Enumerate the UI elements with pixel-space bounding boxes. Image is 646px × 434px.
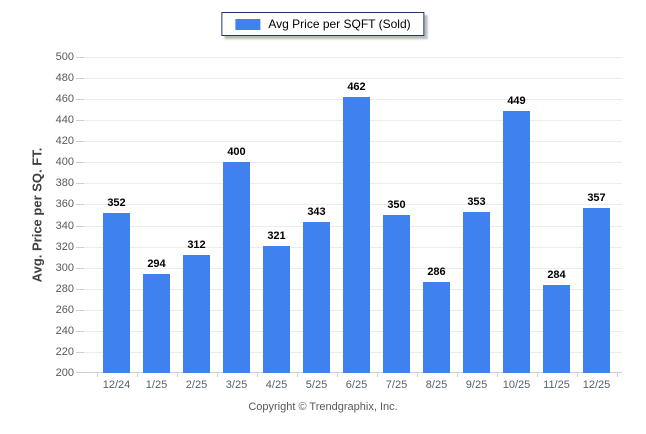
y-axis-tick [76,99,84,101]
x-axis-tick [376,373,378,377]
bar-8/25 [423,282,450,373]
bar-7/25 [383,215,410,373]
bar-12/25 [583,207,610,373]
x-axis-category-label: 7/25 [385,379,408,391]
y-axis-tick-label: 460 [55,93,74,106]
y-axis-tick-label: 420 [55,135,74,148]
bar-value-label: 284 [547,268,566,281]
bar-value-label: 350 [387,199,406,211]
y-axis-tick-label: 360 [55,198,74,211]
y-axis-tick-label: 240 [55,324,74,337]
x-axis-category-label: 3/25 [225,379,248,391]
y-axis-tick [76,162,84,164]
x-axis-category-label: 12/24 [102,379,131,391]
y-axis-tick [76,204,84,206]
plot-area: 200 220 240 260 280 300 320 340 360 380 400 420 440 4… [56,51,622,391]
x-axis-category-label: 12/25 [582,379,611,391]
x-axis-tick [456,373,458,377]
x-axis-tick [416,373,418,377]
x-axis-tick [616,373,618,377]
bar-value-label: 294 [147,257,166,270]
y-axis-tick [76,330,84,332]
x-axis-tick [216,373,218,377]
x-axis-category-label: 1/25 [145,379,168,391]
copyright-text: Copyright © Trendgraphix, Inc. [248,401,398,413]
y-axis-tick-label: 440 [55,114,74,127]
y-axis-tick [76,351,84,353]
bar-1/25 [143,273,170,373]
y-axis-tick-label: 320 [55,240,74,253]
bar-value-label: 312 [187,239,206,252]
legend-label: Avg Price per SQFT (Sold) [268,17,411,31]
x-axis-tick [536,373,538,377]
y-axis-tick [76,120,84,122]
bar-10/25 [503,110,530,373]
y-axis-tick [76,246,84,248]
y-axis-tick-label: 260 [55,303,74,316]
bar-12/24 [103,212,130,373]
bar-value-label: 449 [507,94,526,107]
bar-value-label: 321 [267,229,286,242]
bar-value-label: 400 [227,146,246,159]
x-axis-tick [496,373,498,377]
bar-value-label: 343 [307,206,326,219]
bar-4/25 [263,245,290,373]
y-axis-tick [76,372,84,373]
bar-value-label: 352 [107,196,126,209]
x-axis-category-label: 2/25 [185,379,208,391]
y-axis-tick-label: 340 [55,219,74,232]
x-axis-tick [336,373,338,377]
gridline [84,57,622,58]
y-axis-tick-label: 480 [55,72,74,85]
x-axis-category-label: 5/25 [305,379,328,391]
y-axis-tick-label: 380 [55,177,74,190]
x-axis-tick [296,373,298,377]
legend: Avg Price per SQFT (Sold) [221,12,425,36]
y-axis-tick-label: 400 [55,156,74,169]
x-axis-tick [256,373,258,377]
x-axis-category-label: 10/25 [502,379,531,391]
x-axis-tick [576,373,578,377]
x-axis-category-label: 4/25 [265,379,288,391]
bar-6/25 [343,97,370,373]
y-axis-tick [76,78,84,80]
bar-value-label: 462 [347,81,366,94]
bar-11/25 [543,284,570,373]
y-axis-tick [76,141,84,143]
y-axis-tick [76,225,84,227]
bar-9/25 [463,211,490,373]
x-axis-category-label: 6/25 [345,379,368,391]
y-axis-tick-label: 220 [55,345,74,358]
bar-value-label: 353 [467,195,486,208]
x-axis-tick [176,373,178,377]
x-axis-tick [96,373,98,377]
y-axis-tick [76,288,84,290]
y-axis-tick [76,267,84,269]
y-axis-tick [76,309,84,311]
bar-5/25 [303,222,330,373]
y-axis-tick-label: 200 [55,367,74,379]
y-axis-tick [76,57,84,58]
x-axis-category-label: 9/25 [465,379,488,391]
y-axis-tick-label: 300 [55,261,74,274]
bar-value-label: 357 [587,191,606,204]
bar-2/25 [183,255,210,373]
x-axis-tick [136,373,138,377]
y-axis-tick-label: 500 [55,51,74,63]
bar-3/25 [223,162,250,373]
y-axis-tick-label: 280 [55,282,74,295]
gridline [84,78,622,80]
x-axis-category-label: 8/25 [425,379,448,391]
legend-swatch-icon [235,18,261,30]
y-axis-tick [76,183,84,185]
x-axis-category-label: 11/25 [543,379,570,391]
bar-value-label: 286 [427,266,446,279]
